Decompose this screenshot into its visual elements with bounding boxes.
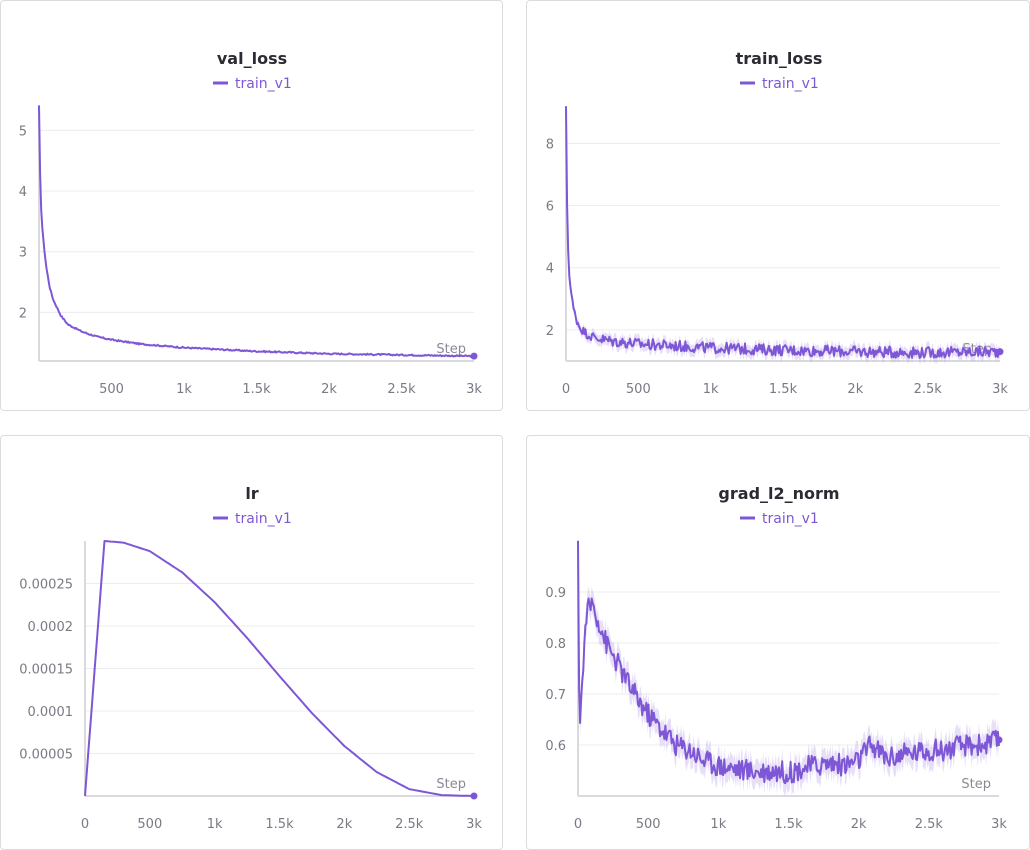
x-tick-label: 500 [626, 382, 651, 397]
series-end-point[interactable] [470, 352, 478, 360]
y-tick-label: 5 [19, 124, 27, 139]
x-tick-label: 2.5k [915, 817, 944, 832]
val-loss-chart: val_loss train_v1 2 3 4 5 500 1k 1.5k 2k 2.5k 3k S… [19, 49, 483, 397]
y-tick-label: 0.6 [545, 739, 566, 754]
x-tick-label: 1k [710, 817, 726, 832]
series-line[interactable] [577, 540, 1000, 785]
series-line[interactable] [84, 540, 475, 797]
chart-panel-val-loss[interactable]: val_loss train_v1 2 3 4 5 500 1k 1.5k 2k 2.5k 3k S… [0, 0, 503, 411]
series-end-point[interactable] [996, 348, 1004, 356]
legend[interactable]: train_v1 [213, 511, 292, 527]
legend[interactable]: train_v1 [740, 76, 819, 92]
chart-panel-train-loss[interactable]: train_loss train_v1 2 4 6 8 0 500 1k 1.5k 2k 2.5k… [526, 0, 1030, 411]
x-tick-label: 2.5k [914, 382, 943, 397]
y-tick-label: 4 [19, 185, 27, 200]
x-tick-label: 1.5k [265, 817, 294, 832]
y-tick-label: 0.00025 [19, 578, 73, 593]
x-tick-label: 500 [137, 817, 162, 832]
x-axis-label: Step [436, 342, 466, 357]
x-tick-label: 2k [336, 817, 352, 832]
x-tick-label: 3k [466, 382, 482, 397]
x-tick-label: 3k [992, 382, 1008, 397]
x-axis-label: Step [436, 777, 466, 792]
chart-title: train_loss [736, 49, 823, 68]
x-tick-label: 0 [574, 817, 582, 832]
series-end-point[interactable] [470, 792, 478, 800]
chart-panel-lr[interactable]: lr train_v1 0.00005 0.0001 0.00015 0.0002 0.… [0, 435, 503, 850]
y-tick-label: 2 [546, 324, 554, 339]
legend-label: train_v1 [235, 511, 292, 527]
x-tick-label: 1k [703, 382, 719, 397]
legend-label: train_v1 [762, 511, 819, 527]
y-tick-label: 0.0001 [28, 705, 74, 720]
chart-title: grad_l2_norm [718, 484, 839, 503]
x-tick-label: 2.5k [395, 817, 424, 832]
x-tick-label: 3k [991, 817, 1007, 832]
x-tick-label: 500 [99, 382, 124, 397]
y-tick-label: 0.9 [545, 586, 566, 601]
y-tick-label: 6 [546, 200, 554, 215]
x-tick-label: 2k [321, 382, 337, 397]
x-axis-label: Step [961, 777, 991, 792]
train-loss-chart: train_loss train_v1 2 4 6 8 0 500 1k 1.5k 2k 2.5k… [546, 49, 1009, 397]
grad-l2-norm-chart: grad_l2_norm train_v1 0.6 0.7 0.8 0.9 0 500 1k… [545, 484, 1007, 832]
x-tick-label: 1.5k [242, 382, 271, 397]
series-line[interactable] [38, 105, 475, 358]
x-tick-label: 1k [207, 817, 223, 832]
chart-panel-grad-l2-norm[interactable]: grad_l2_norm train_v1 0.6 0.7 0.8 0.9 0 500 1k… [526, 435, 1030, 850]
legend[interactable]: train_v1 [740, 511, 819, 527]
x-tick-label: 0 [562, 382, 570, 397]
legend-label: train_v1 [235, 76, 292, 92]
x-tick-label: 1.5k [769, 382, 798, 397]
series-line[interactable] [565, 106, 1001, 359]
chart-title: val_loss [217, 49, 287, 68]
series-band [578, 528, 999, 796]
y-tick-label: 3 [19, 246, 27, 261]
x-tick-label: 500 [636, 817, 661, 832]
x-tick-label: 1k [176, 382, 192, 397]
y-tick-label: 0.0002 [28, 620, 74, 635]
y-tick-label: 0.00015 [19, 663, 73, 678]
y-tick-label: 4 [546, 262, 554, 277]
y-tick-label: 8 [546, 137, 554, 152]
y-tick-label: 0.00005 [19, 748, 73, 763]
lr-chart: lr train_v1 0.00005 0.0001 0.00015 0.0002 0.… [19, 484, 482, 832]
x-tick-label: 2.5k [387, 382, 416, 397]
legend[interactable]: train_v1 [213, 76, 292, 92]
series-end-point[interactable] [995, 736, 1003, 744]
x-tick-label: 2k [851, 817, 867, 832]
y-tick-label: 2 [19, 306, 27, 321]
x-tick-label: 0 [81, 817, 89, 832]
legend-label: train_v1 [762, 76, 819, 92]
chart-title: lr [245, 484, 258, 503]
x-tick-label: 3k [466, 817, 482, 832]
y-tick-label: 0.8 [545, 637, 566, 652]
series-band [566, 102, 1000, 365]
y-tick-label: 0.7 [545, 688, 566, 703]
x-tick-label: 1.5k [774, 817, 803, 832]
x-tick-label: 2k [847, 382, 863, 397]
